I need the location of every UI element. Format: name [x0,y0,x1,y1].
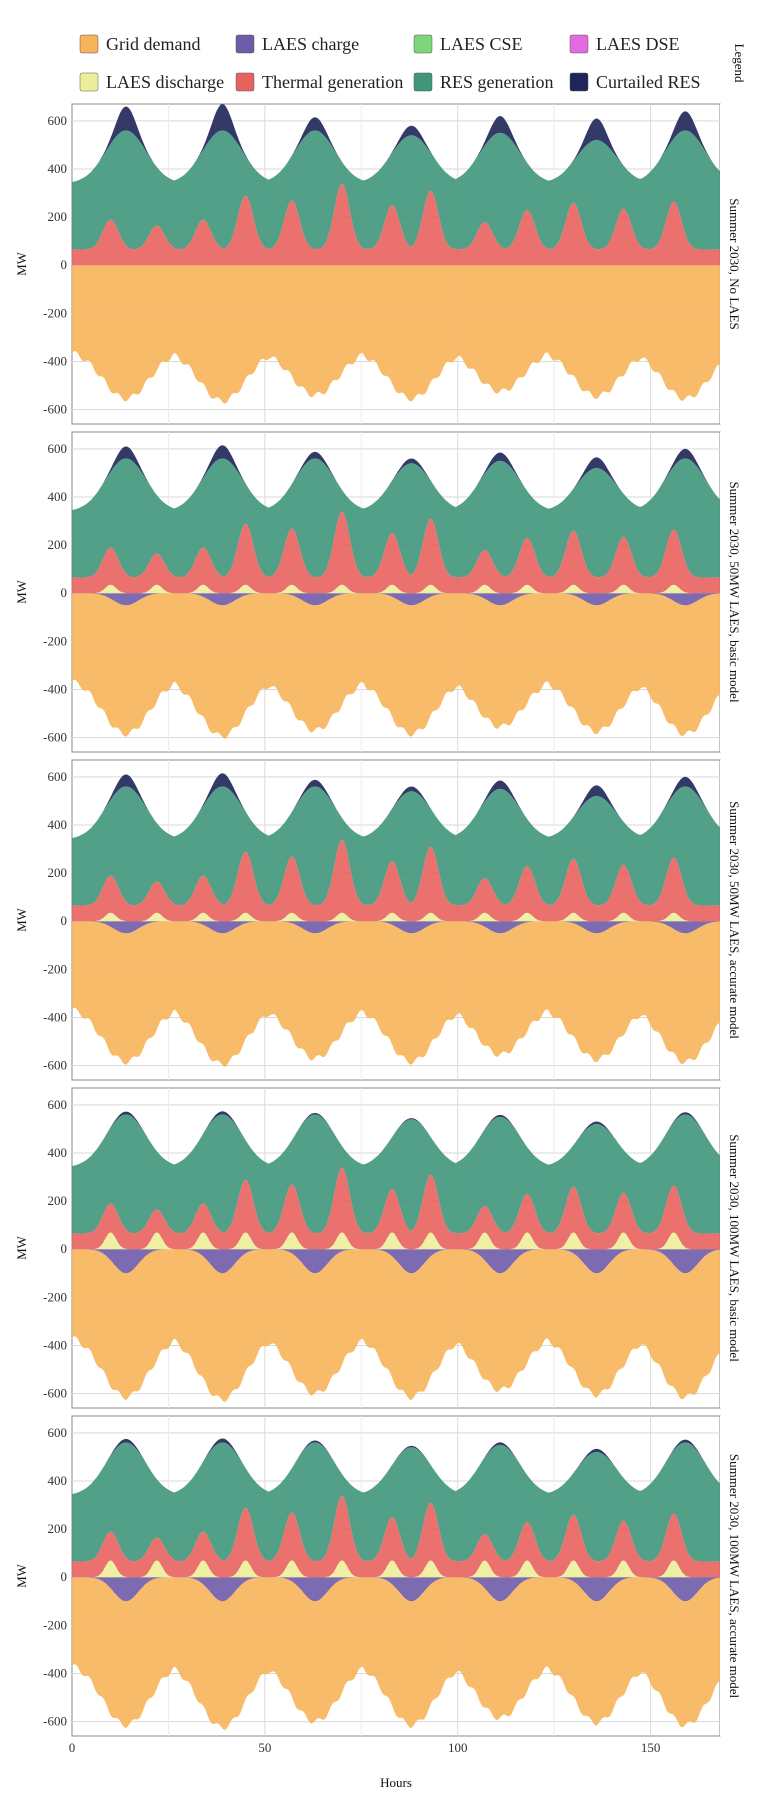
y-tick-label: -600 [43,402,67,417]
x-tick-label: 50 [258,1740,271,1755]
y-axis-title: MW [14,1563,29,1588]
y-axis-title: MW [14,1235,29,1260]
y-tick-label: -200 [43,633,67,648]
figure: Grid demand LAES charge LAES CSE LAES DSE LA… [0,0,774,1795]
y-tick-label: -400 [43,1665,67,1680]
y-tick-label: -600 [43,1714,67,1729]
x-tick-label: 100 [448,1740,468,1755]
panel-5: -600 -400 -200 0 200 400 600 MW Summer 2030, 100… [14,1416,748,1755]
y-tick-label: -400 [43,1009,67,1024]
y-tick-label: 600 [48,1425,68,1440]
panel-4: -600 -400 -200 0 200 400 600 MW Summer 2030, 100… [14,1088,748,1408]
y-tick-label: 0 [61,257,68,272]
legend: Grid demand LAES charge LAES CSE LAES DSE LA… [72,26,747,100]
legend-swatch-curtailed [570,73,588,91]
y-tick-label: 0 [61,585,68,600]
panel-title: Summer 2030, 50MW LAES, basic model [727,481,742,702]
y-tick-label: 0 [61,1569,68,1584]
legend-swatch-discharge [80,73,98,91]
y-tick-label: -600 [43,1386,67,1401]
panel-title: Summer 2030, 50MW LAES, accurate model [727,801,742,1039]
y-tick-label: -400 [43,353,67,368]
y-tick-label: 400 [48,161,68,176]
y-tick-label: 200 [48,209,68,224]
x-tick-label: 0 [69,1740,76,1755]
panel-title: Summer 2030, 100MW LAES, basic model [727,1134,742,1362]
panel-title: Summer 2030, No LAES [727,198,742,329]
y-tick-label: 0 [61,913,68,928]
legend-label-charge: LAES charge [262,34,359,54]
y-tick-label: 400 [48,1473,68,1488]
y-tick-label: -400 [43,681,67,696]
legend-label-curtailed: Curtailed RES [596,72,701,92]
legend-swatch-grid [80,35,98,53]
y-tick-label: 600 [48,1097,68,1112]
y-tick-label: 600 [48,769,68,784]
y-tick-label: -600 [43,1058,67,1073]
legend-label-thermal: Thermal generation [262,72,403,92]
legend-strip-label: Legend [732,44,747,83]
panel-title: Summer 2030, 100MW LAES, accurate model [727,1454,742,1699]
legend-label-dse: LAES DSE [596,34,680,54]
legend-label-grid: Grid demand [106,34,200,54]
y-axis-title: MW [14,907,29,932]
legend-label-discharge: LAES discharge [106,72,224,92]
y-tick-label: -200 [43,305,67,320]
legend-label-res: RES generation [440,72,553,92]
legend-swatch-cse [414,35,432,53]
x-axis-title: Hours [380,1775,412,1790]
panel-2: -600 -400 -200 0 200 400 600 MW Summer 2030, 50M… [14,432,748,752]
legend-swatch-thermal [236,73,254,91]
y-tick-label: -400 [43,1337,67,1352]
y-tick-label: -200 [43,961,67,976]
y-tick-label: 400 [48,817,68,832]
y-tick-label: -200 [43,1617,67,1632]
y-axis-title: MW [14,251,29,276]
y-tick-label: 600 [48,441,68,456]
y-tick-label: 200 [48,1521,68,1536]
y-tick-label: 600 [48,113,68,128]
y-tick-label: 400 [48,1145,68,1160]
legend-swatch-dse [570,35,588,53]
panel-1: -600 -400 -200 0 200 400 600 MW Summer 2030, No … [14,104,748,424]
legend-swatch-charge [236,35,254,53]
panel-3: -600 -400 -200 0 200 400 600 MW Summer 2030, 50M… [14,760,748,1080]
y-tick-label: 200 [48,537,68,552]
y-tick-label: 400 [48,489,68,504]
legend-label-cse: LAES CSE [440,34,523,54]
y-tick-label: -600 [43,730,67,745]
y-axis-title: MW [14,579,29,604]
y-tick-label: 200 [48,865,68,880]
x-tick-label: 150 [641,1740,661,1755]
y-tick-label: 0 [61,1241,68,1256]
y-tick-label: 200 [48,1193,68,1208]
legend-swatch-res [414,73,432,91]
y-tick-label: -200 [43,1289,67,1304]
panels: -600 -400 -200 0 200 400 600 MW Summer 2030, No … [14,104,748,1755]
